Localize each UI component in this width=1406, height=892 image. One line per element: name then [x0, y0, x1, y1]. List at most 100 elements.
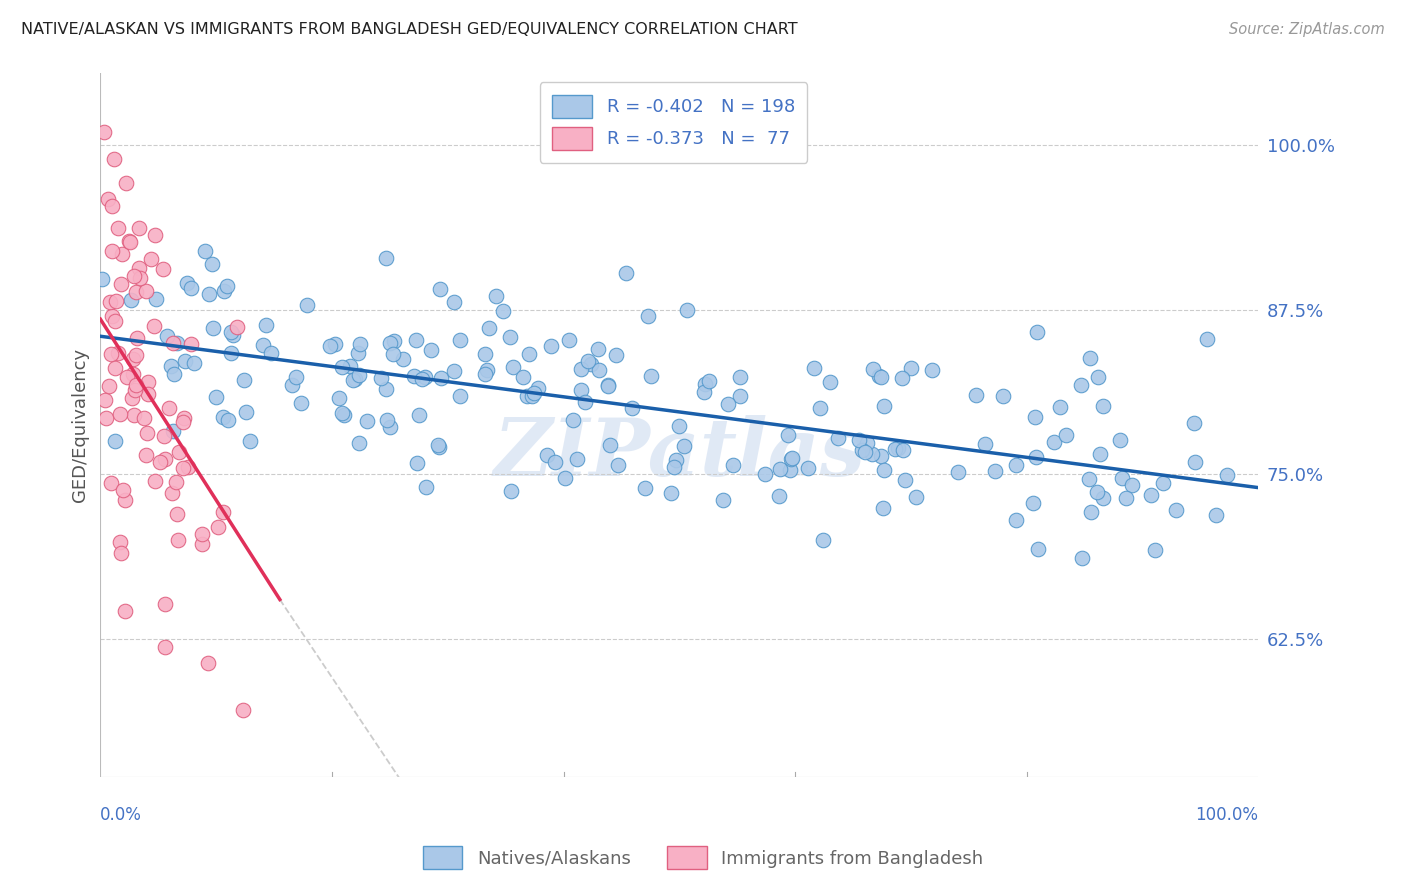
- Point: [516, 389, 538, 403]
- Point: [779, 463, 801, 477]
- Point: [991, 389, 1014, 403]
- Point: [693, 384, 716, 399]
- Point: [599, 438, 621, 452]
- Point: [1184, 455, 1206, 469]
- Point: [536, 448, 558, 462]
- Point: [101, 244, 124, 259]
- Point: [212, 285, 235, 299]
- Point: [872, 501, 894, 516]
- Point: [125, 378, 148, 392]
- Point: [711, 493, 734, 508]
- Point: [93, 125, 115, 139]
- Point: [557, 333, 579, 347]
- Point: [803, 361, 825, 376]
- Point: [98, 294, 121, 309]
- Point: [104, 434, 127, 448]
- Point: [128, 261, 150, 276]
- Point: [408, 408, 430, 422]
- Point: [121, 391, 143, 405]
- Point: [797, 461, 820, 475]
- Point: [697, 374, 720, 388]
- Point: [586, 342, 609, 356]
- Point: [219, 346, 242, 360]
- Point: [405, 333, 427, 347]
- Point: [523, 385, 546, 400]
- Point: [754, 467, 776, 481]
- Point: [219, 325, 242, 339]
- Point: [104, 361, 127, 376]
- Point: [121, 293, 143, 307]
- Point: [392, 351, 415, 366]
- Point: [347, 346, 370, 360]
- Point: [411, 372, 433, 386]
- Point: [153, 429, 176, 443]
- Point: [1049, 400, 1071, 414]
- Point: [374, 251, 396, 265]
- Point: [1070, 551, 1092, 566]
- Point: [107, 346, 129, 360]
- Point: [114, 604, 136, 618]
- Point: [323, 337, 346, 351]
- Point: [112, 483, 135, 497]
- Point: [201, 257, 224, 271]
- Point: [1080, 506, 1102, 520]
- Point: [662, 460, 685, 475]
- Point: [160, 359, 183, 374]
- Point: [162, 485, 184, 500]
- Point: [156, 329, 179, 343]
- Point: [152, 261, 174, 276]
- Point: [378, 336, 401, 351]
- Point: [1164, 503, 1187, 517]
- Point: [721, 458, 744, 473]
- Point: [562, 413, 585, 427]
- Point: [225, 320, 247, 334]
- Point: [125, 285, 148, 300]
- Point: [540, 339, 562, 353]
- Point: [891, 443, 914, 458]
- Point: [716, 396, 738, 410]
- Point: [427, 438, 450, 452]
- Point: [162, 425, 184, 439]
- Point: [499, 330, 522, 344]
- Point: [145, 293, 167, 307]
- Point: [118, 235, 141, 249]
- Point: [100, 347, 122, 361]
- Point: [900, 360, 922, 375]
- Point: [780, 451, 803, 466]
- Point: [818, 375, 841, 389]
- Point: [668, 419, 690, 434]
- Point: [153, 451, 176, 466]
- Point: [143, 474, 166, 488]
- Point: [135, 284, 157, 298]
- Point: [1088, 447, 1111, 461]
- Point: [574, 394, 596, 409]
- Point: [905, 490, 928, 504]
- Point: [194, 244, 217, 258]
- Point: [1026, 542, 1049, 557]
- Point: [429, 370, 451, 384]
- Point: [149, 455, 172, 469]
- Point: [238, 434, 260, 448]
- Point: [211, 409, 233, 424]
- Point: [197, 656, 219, 670]
- Point: [256, 318, 278, 332]
- Point: [172, 415, 194, 429]
- Point: [122, 408, 145, 422]
- Point: [1197, 332, 1219, 346]
- Point: [333, 408, 356, 422]
- Point: [104, 294, 127, 309]
- Point: [851, 442, 873, 457]
- Point: [1092, 399, 1115, 413]
- Point: [290, 396, 312, 410]
- Point: [107, 221, 129, 235]
- Point: [614, 266, 637, 280]
- Point: [91, 272, 114, 286]
- Point: [856, 436, 879, 450]
- Point: [115, 369, 138, 384]
- Point: [114, 177, 136, 191]
- Point: [165, 475, 187, 489]
- Point: [198, 287, 221, 301]
- Point: [217, 278, 239, 293]
- Point: [520, 389, 543, 403]
- Point: [578, 353, 600, 368]
